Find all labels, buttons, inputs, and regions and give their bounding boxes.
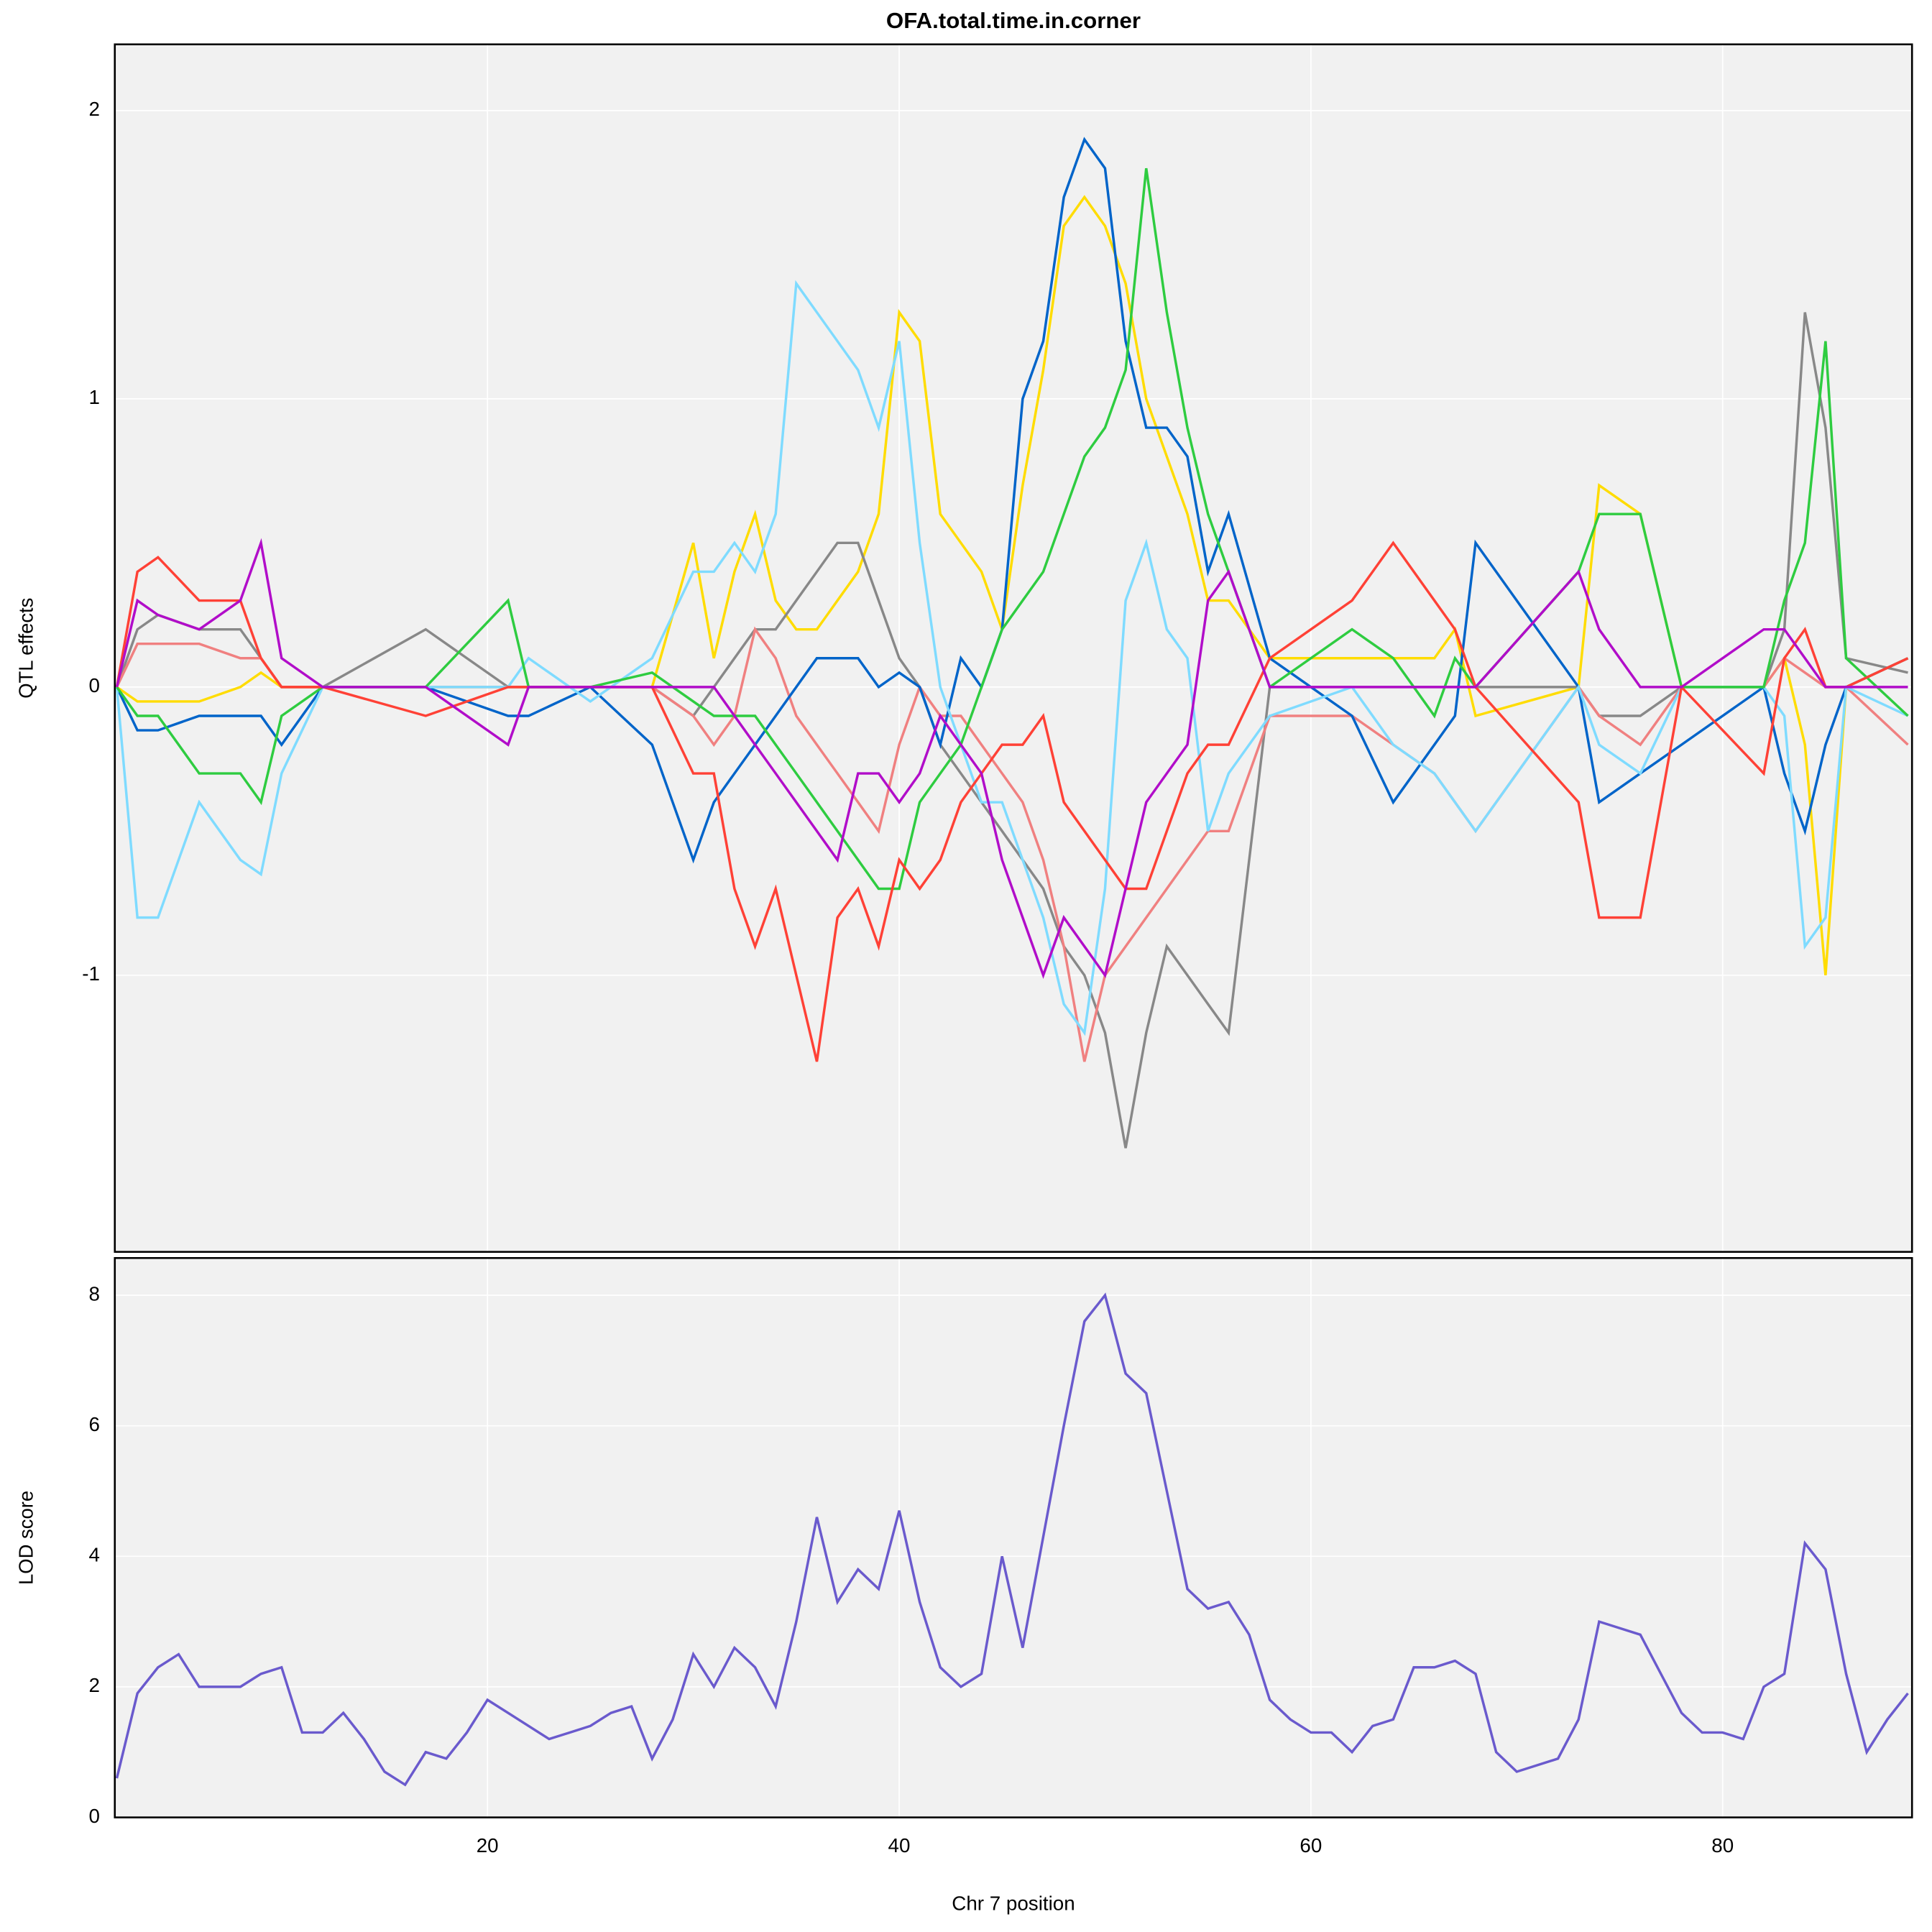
y-axis-label: QTL effects [14, 598, 37, 699]
y-axis-label: LOD score [14, 1491, 37, 1585]
x-tick-label: 20 [477, 1834, 499, 1857]
plot-border [114, 1256, 1913, 1818]
plot-border [114, 43, 1913, 1253]
y-tick-label: 8 [88, 1282, 99, 1305]
y-tick-label: 0 [88, 674, 99, 696]
y-tick-label: -1 [82, 962, 100, 985]
y-tick-label: 0 [88, 1805, 99, 1827]
series-line [115, 540, 1909, 1062]
y-tick-label: 1 [88, 386, 99, 408]
x-axis-label: Chr 7 position [952, 1892, 1075, 1915]
y-tick-label: 4 [88, 1544, 99, 1566]
plot-background [114, 44, 1913, 1252]
x-tick-label: 60 [1300, 1834, 1322, 1857]
y-tick-label: 2 [88, 98, 99, 120]
chart-title: OFA.total.time.in.corner [886, 8, 1141, 33]
series-line [115, 538, 1908, 980]
series-line [115, 280, 1909, 1036]
y-tick-label: 2 [88, 1674, 99, 1696]
x-tick-label: 80 [1711, 1834, 1734, 1857]
x-tick-label: 40 [888, 1834, 911, 1857]
series-line [115, 1292, 1909, 1787]
plot-background [114, 1258, 1913, 1818]
y-tick-label: 6 [88, 1413, 99, 1435]
